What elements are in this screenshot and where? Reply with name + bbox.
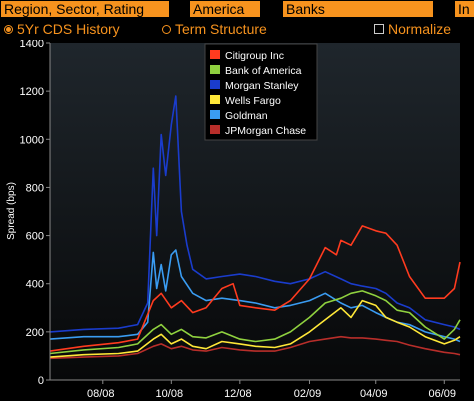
y-tick-label: 1400	[20, 40, 44, 50]
checkbox-icon[interactable]	[374, 24, 384, 35]
history-option-label: 5Yr CDS History	[17, 21, 120, 37]
options-bar: 5Yr CDS History Term Structure Normalize	[0, 20, 474, 40]
term-structure-label: Term Structure	[175, 21, 267, 37]
y-tick-label: 400	[26, 279, 44, 291]
legend-label-morgan-stanley: Morgan Stanley	[225, 80, 299, 92]
y-tick-label: 600	[26, 231, 44, 243]
legend-swatch-morgan-stanley	[210, 80, 220, 89]
legend-swatch-jpmorgan-chase	[210, 125, 220, 134]
radio-selected-icon[interactable]	[4, 24, 13, 34]
region-sector-rating-field[interactable]: Region, Sector, Rating	[1, 1, 169, 17]
series-line-wells-fargo	[49, 299, 461, 358]
legend: Citigroup Inc Bank of America Morgan Stanl…	[204, 43, 318, 141]
legend-swatch-bank-of-america	[210, 65, 220, 74]
x-axis: 08/08 10/08 12/08 02/09 04/09 06/09	[87, 380, 456, 400]
x-tick-label: 08/08	[87, 388, 115, 400]
series-lines	[49, 95, 461, 360]
x-tick-label: 04/09	[360, 388, 388, 400]
legend-label-bank-of-america: Bank of America	[225, 65, 302, 77]
series-line-citigroup-inc	[49, 225, 461, 352]
radio-unselected-icon[interactable]	[162, 24, 171, 34]
x-tick-label: 12/08	[224, 388, 252, 400]
legend-label-jpmorgan-chase: JPMorgan Chase	[225, 125, 306, 137]
legend-swatch-goldman	[210, 110, 220, 119]
x-tick-label: 02/09	[294, 388, 322, 400]
america-field[interactable]: America	[190, 1, 260, 17]
series-line-jpmorgan-chase	[49, 335, 461, 360]
cds-chart: 0 200 400 600 800 1000 1200 1400 08/08 10/08 12/0…	[0, 40, 474, 401]
normalize-label: Normalize	[388, 21, 452, 37]
legend-label-citigroup-inc: Citigroup Inc	[225, 50, 284, 62]
y-tick-label: 200	[26, 327, 44, 339]
legend-label-goldman: Goldman	[225, 110, 268, 122]
banks-field[interactable]: Banks	[283, 1, 433, 17]
y-tick-label: 800	[26, 182, 44, 194]
legend-swatch-citigroup-inc	[210, 50, 220, 59]
y-tick-label: 0	[38, 375, 44, 387]
legend-swatch-wells-fargo	[210, 95, 220, 104]
y-tick-label: 1200	[20, 86, 44, 98]
history-option[interactable]: 5Yr CDS History	[4, 21, 120, 37]
term-structure-option[interactable]: Term Structure	[162, 21, 267, 37]
x-tick-label: 06/09	[429, 388, 457, 400]
legend-label-wells-fargo: Wells Fargo	[225, 95, 281, 107]
extra-field[interactable]: In	[455, 1, 474, 17]
y-axis: 0 200 400 600 800 1000 1200 1400	[20, 40, 50, 387]
y-axis-label: Spread (bps)	[6, 182, 17, 240]
y-tick-label: 1000	[20, 134, 44, 146]
criteria-bar: Region, Sector, Rating America Banks In	[0, 0, 474, 20]
normalize-option[interactable]: Normalize	[374, 21, 451, 37]
series-line-morgan-stanley	[49, 95, 461, 333]
series-line-bank-of-america	[49, 290, 461, 355]
x-tick-label: 10/08	[156, 388, 184, 400]
legend-box	[204, 43, 318, 141]
